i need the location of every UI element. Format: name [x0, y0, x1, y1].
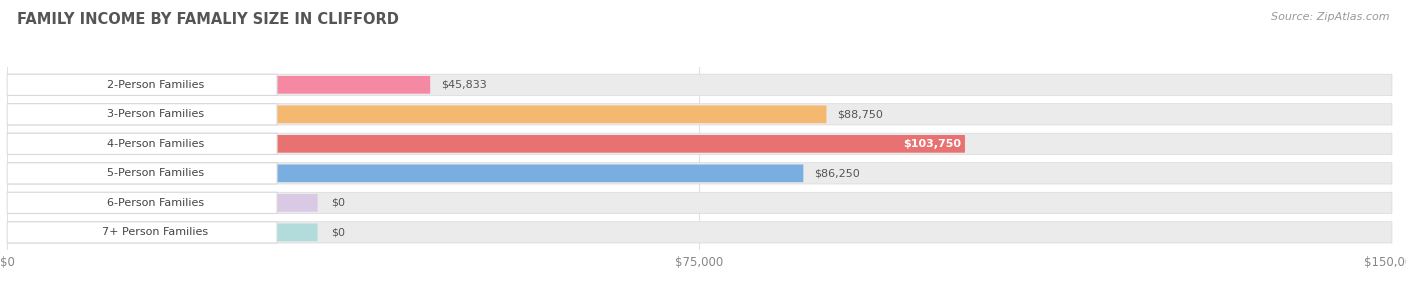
Text: 3-Person Families: 3-Person Families	[107, 109, 204, 119]
FancyBboxPatch shape	[7, 74, 1392, 95]
FancyBboxPatch shape	[7, 133, 1392, 154]
FancyBboxPatch shape	[7, 163, 1392, 184]
Text: $88,750: $88,750	[838, 109, 883, 119]
Text: $0: $0	[330, 228, 344, 237]
FancyBboxPatch shape	[236, 224, 318, 241]
Text: 5-Person Families: 5-Person Families	[107, 168, 204, 178]
FancyBboxPatch shape	[7, 222, 277, 243]
Text: $0: $0	[330, 198, 344, 208]
FancyBboxPatch shape	[7, 192, 277, 214]
Text: FAMILY INCOME BY FAMALIY SIZE IN CLIFFORD: FAMILY INCOME BY FAMALIY SIZE IN CLIFFOR…	[17, 12, 399, 27]
FancyBboxPatch shape	[7, 163, 277, 184]
FancyBboxPatch shape	[7, 192, 1392, 214]
FancyBboxPatch shape	[7, 74, 277, 95]
FancyBboxPatch shape	[236, 194, 318, 212]
FancyBboxPatch shape	[236, 106, 827, 123]
FancyBboxPatch shape	[236, 164, 803, 182]
FancyBboxPatch shape	[7, 133, 277, 154]
Text: $45,833: $45,833	[441, 80, 486, 90]
Text: 4-Person Families: 4-Person Families	[107, 139, 204, 149]
FancyBboxPatch shape	[236, 76, 430, 94]
Text: 6-Person Families: 6-Person Families	[107, 198, 204, 208]
Text: $86,250: $86,250	[814, 168, 860, 178]
Text: 7+ Person Families: 7+ Person Families	[103, 228, 208, 237]
FancyBboxPatch shape	[7, 104, 277, 125]
FancyBboxPatch shape	[7, 104, 1392, 125]
FancyBboxPatch shape	[236, 135, 965, 153]
Text: $103,750: $103,750	[903, 139, 960, 149]
FancyBboxPatch shape	[7, 222, 1392, 243]
Text: 2-Person Families: 2-Person Families	[107, 80, 204, 90]
Text: Source: ZipAtlas.com: Source: ZipAtlas.com	[1271, 12, 1389, 22]
